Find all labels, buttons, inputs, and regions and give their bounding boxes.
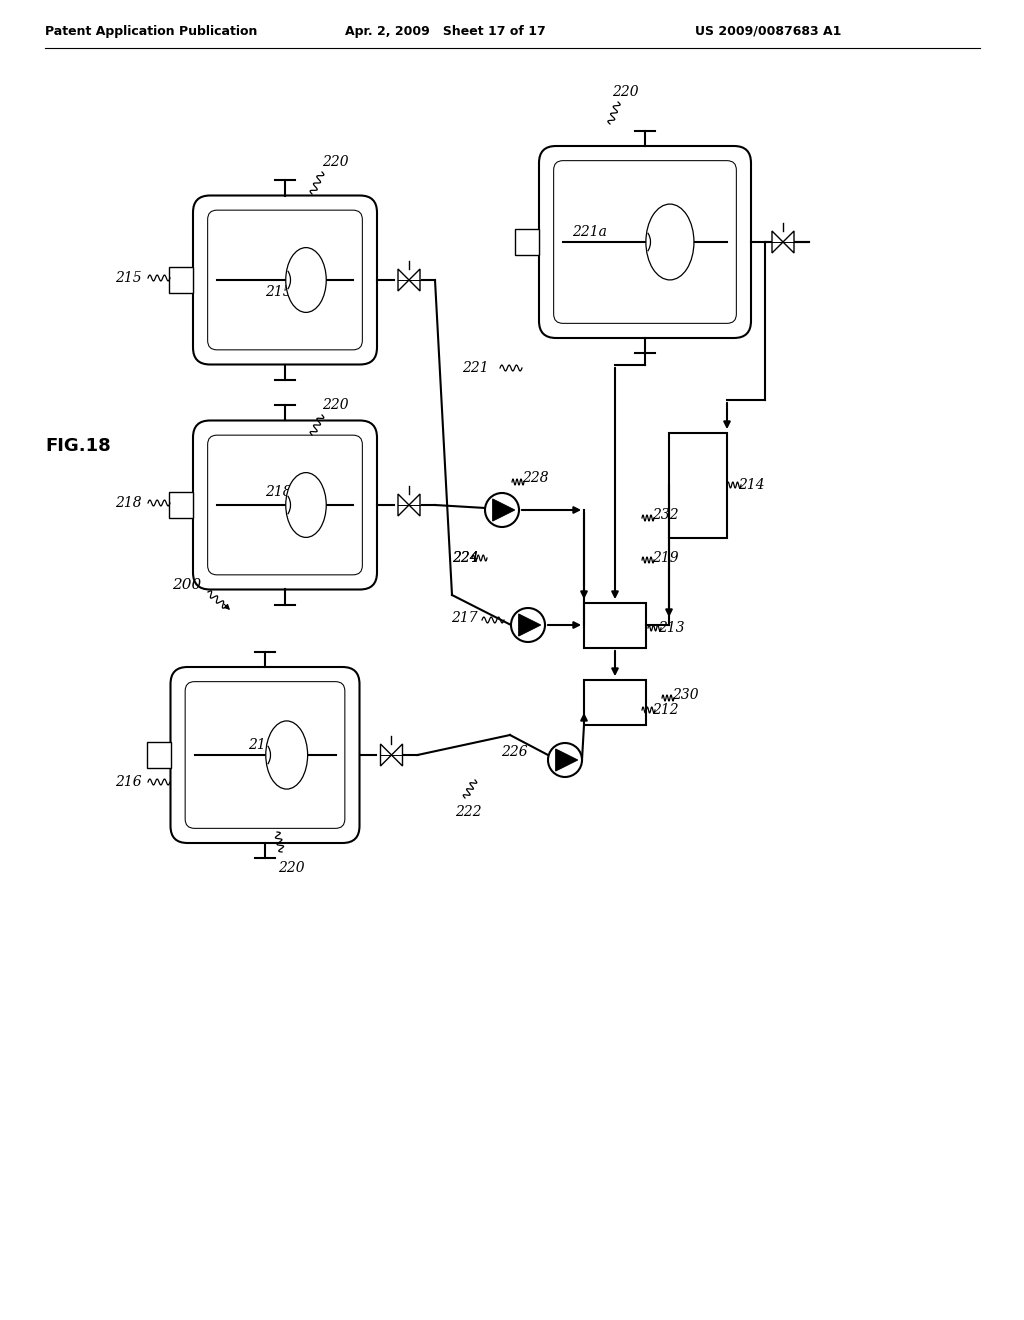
Text: 217: 217 <box>452 611 478 624</box>
Polygon shape <box>398 494 409 516</box>
Text: 220: 220 <box>278 861 304 875</box>
Circle shape <box>511 609 545 642</box>
Text: 215: 215 <box>116 271 142 285</box>
Text: 220: 220 <box>322 399 348 412</box>
FancyBboxPatch shape <box>193 421 377 590</box>
Polygon shape <box>409 494 420 516</box>
Polygon shape <box>381 744 391 766</box>
Bar <box>669 433 727 537</box>
Ellipse shape <box>286 248 327 313</box>
Text: 224: 224 <box>452 550 478 565</box>
Bar <box>584 602 646 648</box>
Ellipse shape <box>266 721 307 789</box>
Text: 214: 214 <box>738 478 765 492</box>
Ellipse shape <box>286 473 327 537</box>
Text: Patent Application Publication: Patent Application Publication <box>45 25 257 38</box>
Text: 228: 228 <box>522 471 549 484</box>
Text: 200: 200 <box>172 578 202 591</box>
FancyBboxPatch shape <box>539 147 751 338</box>
Text: US 2009/0087683 A1: US 2009/0087683 A1 <box>695 25 842 38</box>
Polygon shape <box>391 744 402 766</box>
Polygon shape <box>772 231 783 253</box>
Polygon shape <box>556 748 578 771</box>
Text: 220: 220 <box>612 84 639 99</box>
Text: 218a: 218a <box>265 484 300 499</box>
Text: FIG.18: FIG.18 <box>45 437 111 455</box>
Bar <box>146 742 171 768</box>
Bar <box>515 228 539 255</box>
Text: 216: 216 <box>116 775 142 789</box>
FancyBboxPatch shape <box>171 667 359 843</box>
Text: 222: 222 <box>455 805 481 818</box>
Text: 224: 224 <box>452 550 478 565</box>
Text: 216a: 216a <box>248 738 283 752</box>
Circle shape <box>548 743 582 777</box>
Polygon shape <box>783 231 794 253</box>
Polygon shape <box>518 614 541 636</box>
Text: 232: 232 <box>652 508 679 521</box>
Text: 221: 221 <box>462 360 488 375</box>
FancyBboxPatch shape <box>193 195 377 364</box>
Bar <box>584 680 646 725</box>
Text: 218: 218 <box>116 496 142 510</box>
Text: 215a: 215a <box>265 285 300 300</box>
Circle shape <box>485 492 519 527</box>
Text: 219: 219 <box>652 550 679 565</box>
Bar <box>169 492 193 517</box>
Text: 213: 213 <box>658 620 685 635</box>
Ellipse shape <box>646 205 694 280</box>
Polygon shape <box>409 269 420 290</box>
Text: Apr. 2, 2009   Sheet 17 of 17: Apr. 2, 2009 Sheet 17 of 17 <box>345 25 546 38</box>
Text: 212: 212 <box>652 704 679 717</box>
Text: 220: 220 <box>322 154 348 169</box>
Text: 226: 226 <box>502 744 528 759</box>
Text: 230: 230 <box>672 688 698 702</box>
Polygon shape <box>398 269 409 290</box>
Bar <box>169 267 193 293</box>
Text: 221a: 221a <box>572 224 607 239</box>
Polygon shape <box>493 499 515 521</box>
